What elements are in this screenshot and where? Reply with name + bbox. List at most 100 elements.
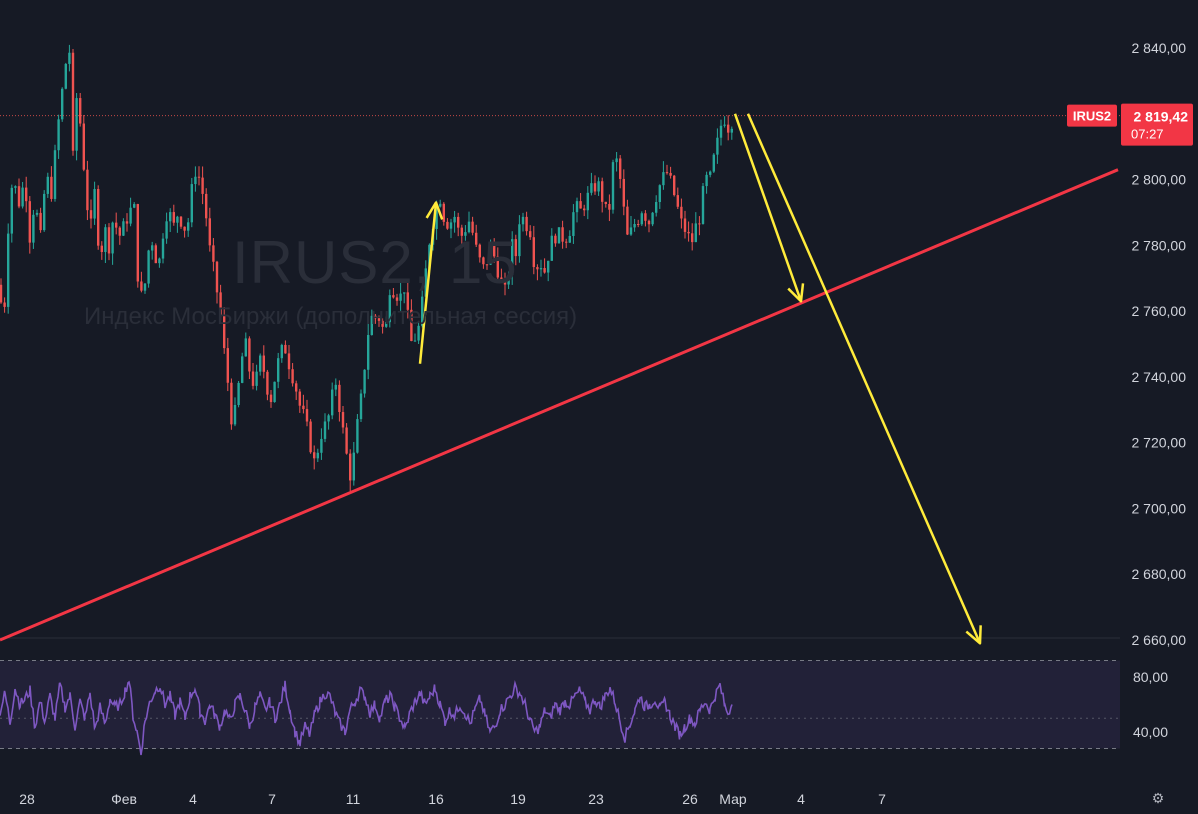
- candle-body: [64, 63, 67, 89]
- candle-body: [568, 235, 571, 243]
- candle-body: [158, 258, 161, 264]
- candle-body: [457, 216, 460, 228]
- yellow-up-arrow-head[interactable]: [425, 201, 444, 220]
- candle-body: [673, 175, 676, 196]
- last-price-label[interactable]: 2 819,42 07:27: [1121, 103, 1193, 146]
- time-tick-label: 28: [19, 791, 35, 807]
- candle-body: [683, 218, 687, 232]
- candle-body: [453, 216, 456, 223]
- candle-body: [723, 124, 726, 126]
- candle-body: [604, 201, 607, 204]
- yellow-down-arrow-long-head[interactable]: [965, 625, 982, 645]
- candle-body: [651, 212, 654, 225]
- candle-body: [550, 235, 553, 261]
- candle-body: [183, 226, 186, 231]
- candle-body: [547, 260, 550, 273]
- candle-body: [208, 218, 211, 246]
- price-tick-label: 2 800,00: [1132, 172, 1187, 188]
- candle-body: [93, 189, 96, 219]
- candle-body: [525, 216, 528, 232]
- candle-body: [129, 207, 132, 224]
- candle-body: [140, 281, 143, 291]
- candle-body: [442, 203, 445, 222]
- candle-body: [7, 233, 10, 307]
- candle-body: [349, 453, 352, 481]
- candle-body: [259, 355, 262, 372]
- candle-body: [485, 264, 489, 266]
- candle-body: [46, 176, 49, 194]
- trendline[interactable]: [0, 168, 1119, 642]
- candle-body: [377, 318, 381, 321]
- candle-body: [514, 239, 517, 257]
- candle-body: [417, 325, 420, 341]
- candle-body: [100, 245, 103, 252]
- candle-body: [471, 221, 474, 233]
- candle-body: [151, 245, 154, 251]
- candle-body: [14, 186, 17, 188]
- time-tick-label: 19: [510, 791, 526, 807]
- candle-body: [219, 292, 222, 317]
- settings-icon[interactable]: ⚙: [1151, 790, 1165, 806]
- candle-body: [277, 358, 280, 382]
- candle-body: [205, 193, 208, 219]
- time-axis[interactable]: 28 Фев 4 7 11 16 19 23 26 Мар 4 7: [19, 791, 886, 807]
- yellow-down-arrow-long[interactable]: [746, 113, 982, 644]
- candle-body: [71, 52, 75, 151]
- price-tick-label: 2 720,00: [1132, 435, 1187, 451]
- candle-body: [536, 267, 539, 270]
- candle-body: [255, 371, 258, 386]
- rsi-band: [0, 660, 1120, 749]
- candle-body: [273, 381, 276, 403]
- candle-body: [482, 257, 485, 265]
- last-price-bg: [1121, 103, 1193, 146]
- candle-body: [305, 409, 309, 422]
- candle-body: [57, 119, 60, 151]
- candle-body: [251, 371, 255, 386]
- candle-body: [21, 187, 24, 207]
- yellow-down-arrow-short[interactable]: [733, 113, 803, 302]
- yellow-down-arrow-short-head[interactable]: [787, 283, 805, 303]
- countdown-timer: 07:27: [1131, 127, 1164, 142]
- candle-body: [716, 137, 719, 155]
- price-tick-label: 2 840,00: [1132, 40, 1187, 56]
- candle-body: [637, 224, 640, 226]
- yellow-up-arrow[interactable]: [418, 202, 438, 364]
- time-tick-label: 23: [588, 791, 604, 807]
- candle-body: [619, 158, 622, 179]
- candle-body: [176, 216, 179, 223]
- candle-body: [593, 183, 597, 192]
- candle-body: [309, 421, 312, 453]
- candle-body: [665, 172, 669, 174]
- candle-body: [3, 302, 6, 307]
- candle-body: [615, 158, 618, 163]
- time-tick-label: Мар: [719, 791, 747, 807]
- candle-body: [291, 369, 294, 384]
- candle-body: [435, 206, 438, 229]
- candle-body: [17, 186, 21, 207]
- candle-body: [122, 221, 125, 236]
- candle-body: [446, 221, 449, 229]
- candle-body: [511, 239, 514, 275]
- candle-body: [104, 227, 107, 252]
- candle-body: [313, 452, 316, 459]
- candle-body: [680, 206, 683, 219]
- candle-body: [331, 389, 334, 416]
- candle-body: [449, 222, 453, 229]
- candle-body: [698, 223, 701, 225]
- candle-body: [295, 383, 298, 392]
- candle-body: [691, 233, 694, 243]
- candle-body: [280, 344, 283, 359]
- candle-body: [115, 222, 118, 228]
- candle-body: [201, 177, 204, 194]
- candle-body: [143, 283, 147, 291]
- candle-body: [629, 227, 633, 235]
- price-axis[interactable]: 2 840,002 820,002 800,002 780,002 760,00…: [1067, 40, 1193, 740]
- candle-body: [107, 227, 111, 254]
- candle-body: [421, 296, 424, 326]
- candle-body: [241, 356, 244, 383]
- drawings[interactable]: [0, 113, 1120, 645]
- candle-body: [669, 172, 672, 176]
- symbol-label[interactable]: IRUS2: [1067, 104, 1117, 127]
- candle-body: [611, 162, 615, 210]
